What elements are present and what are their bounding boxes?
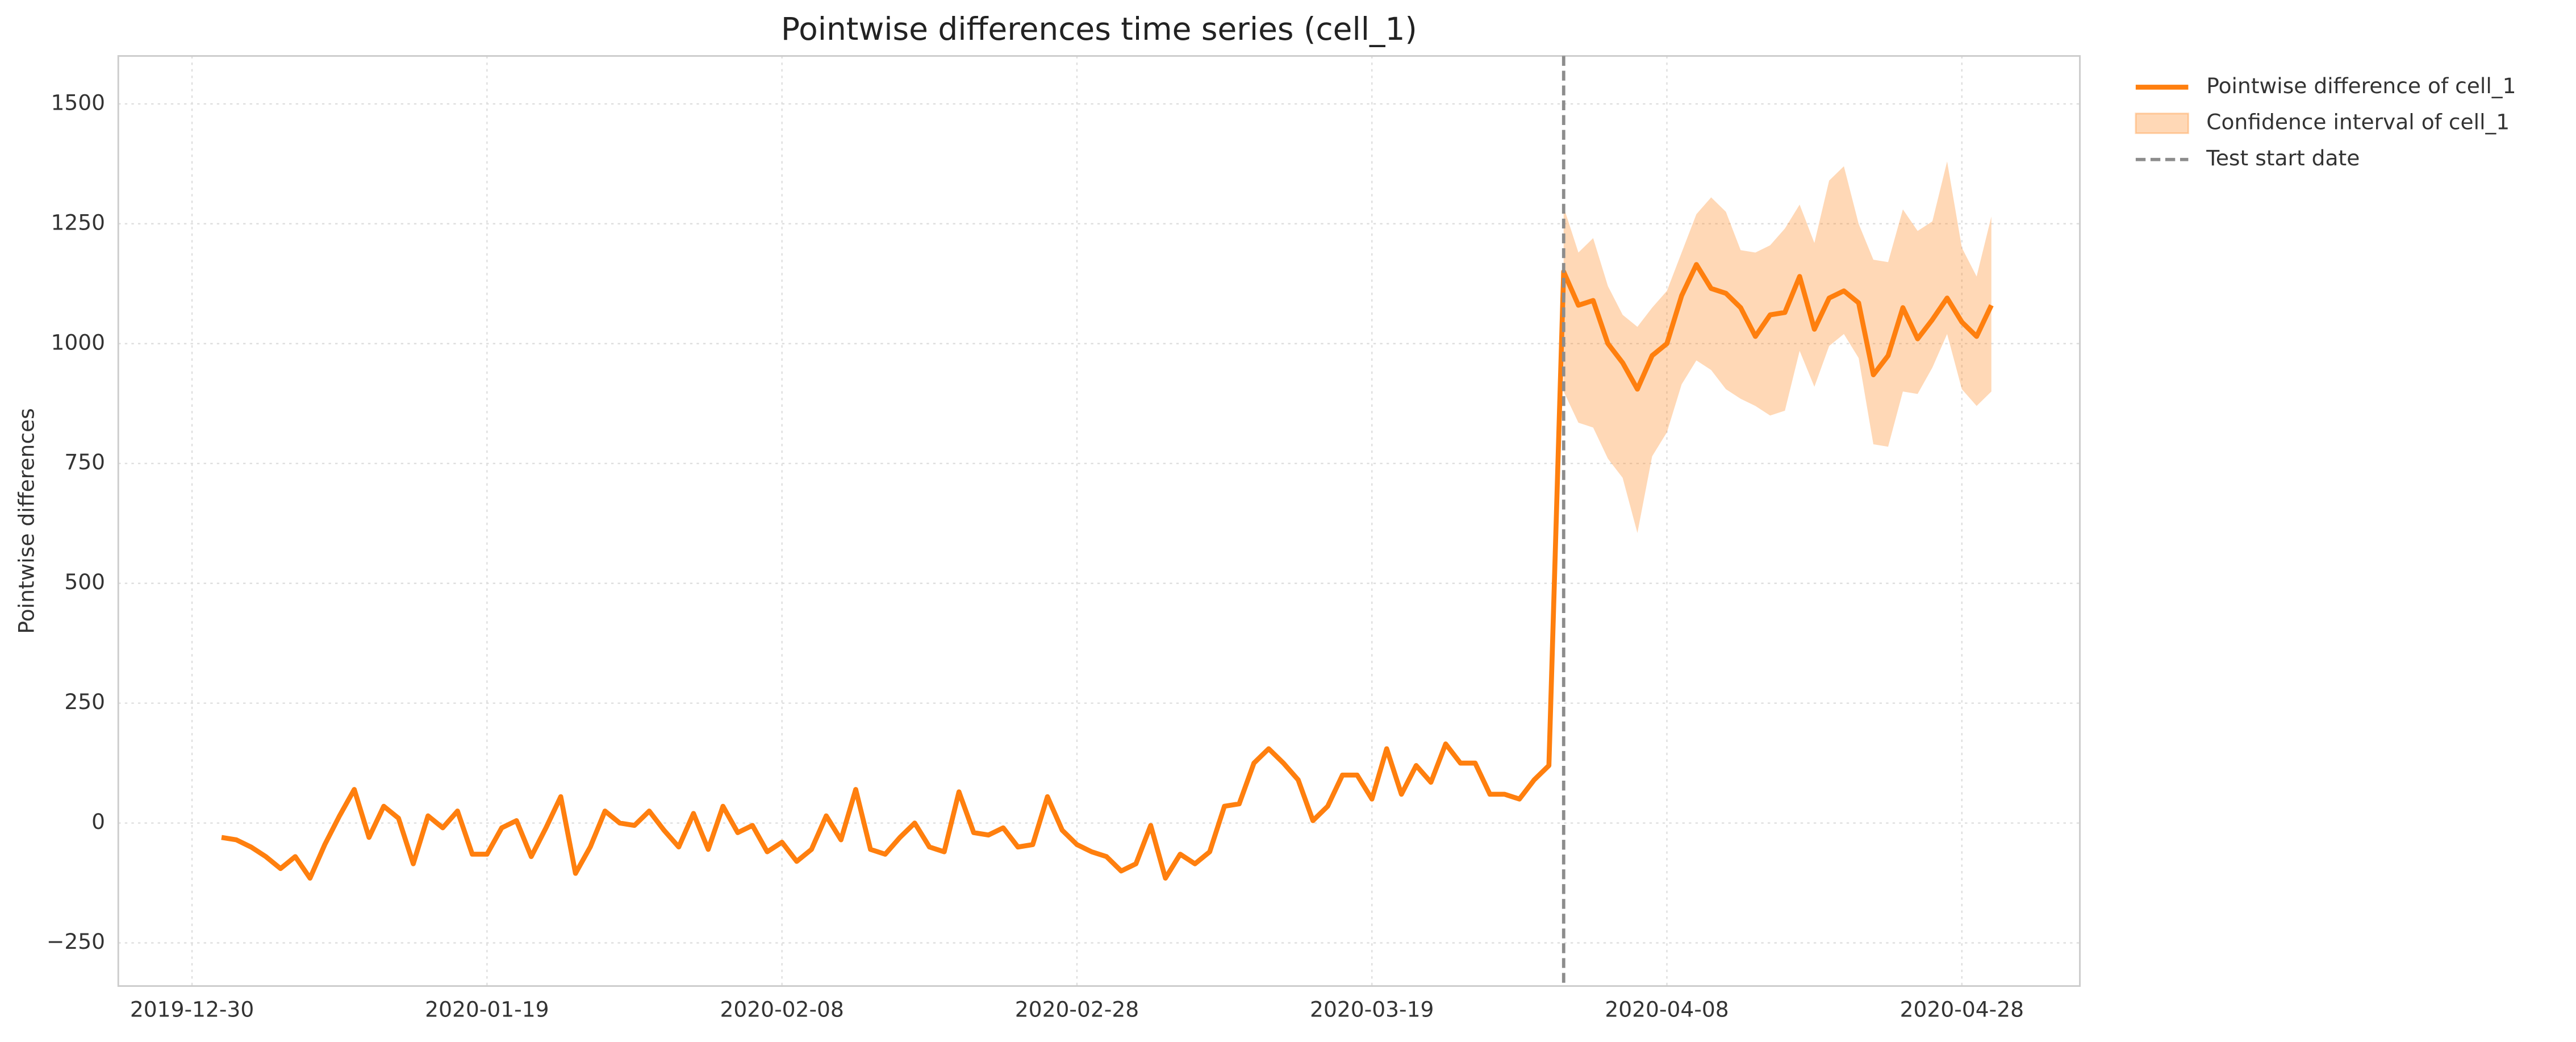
y-tick-label: 250 — [64, 689, 105, 714]
x-tick-label: 2020-04-28 — [1900, 997, 2024, 1022]
x-tick-label: 2020-03-19 — [1310, 997, 1434, 1022]
legend-label: Test start date — [2206, 145, 2360, 170]
y-tick-label: 1000 — [51, 330, 105, 355]
legend-label: Pointwise difference of cell_1 — [2206, 73, 2516, 98]
y-tick-label: 0 — [91, 809, 105, 834]
y-tick-label: 750 — [64, 449, 105, 474]
y-axis-label: Pointwise differences — [14, 408, 39, 633]
legend-label: Confidence interval of cell_1 — [2206, 110, 2510, 135]
y-tick-label: 1250 — [51, 210, 105, 235]
line — [221, 262, 1994, 881]
y-tick-label: 500 — [64, 569, 105, 594]
y-tick-label: 1500 — [51, 90, 105, 115]
confidence-band — [1563, 161, 1992, 533]
legend-patch — [2135, 112, 2189, 134]
x-tick-label: 2020-04-08 — [1605, 997, 1729, 1022]
chart-title: Pointwise differences time series (cell_… — [781, 11, 1417, 47]
y-tick-label: −250 — [47, 929, 105, 954]
x-tick-label: 2019-12-30 — [130, 997, 254, 1022]
x-tick-label: 2020-02-08 — [720, 997, 844, 1022]
x-tick-label: 2020-02-28 — [1015, 997, 1139, 1022]
plot-frame — [117, 55, 2081, 987]
x-tick-label: 2020-01-19 — [425, 997, 549, 1022]
